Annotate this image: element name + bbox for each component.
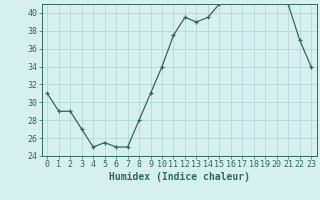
X-axis label: Humidex (Indice chaleur): Humidex (Indice chaleur) <box>109 172 250 182</box>
